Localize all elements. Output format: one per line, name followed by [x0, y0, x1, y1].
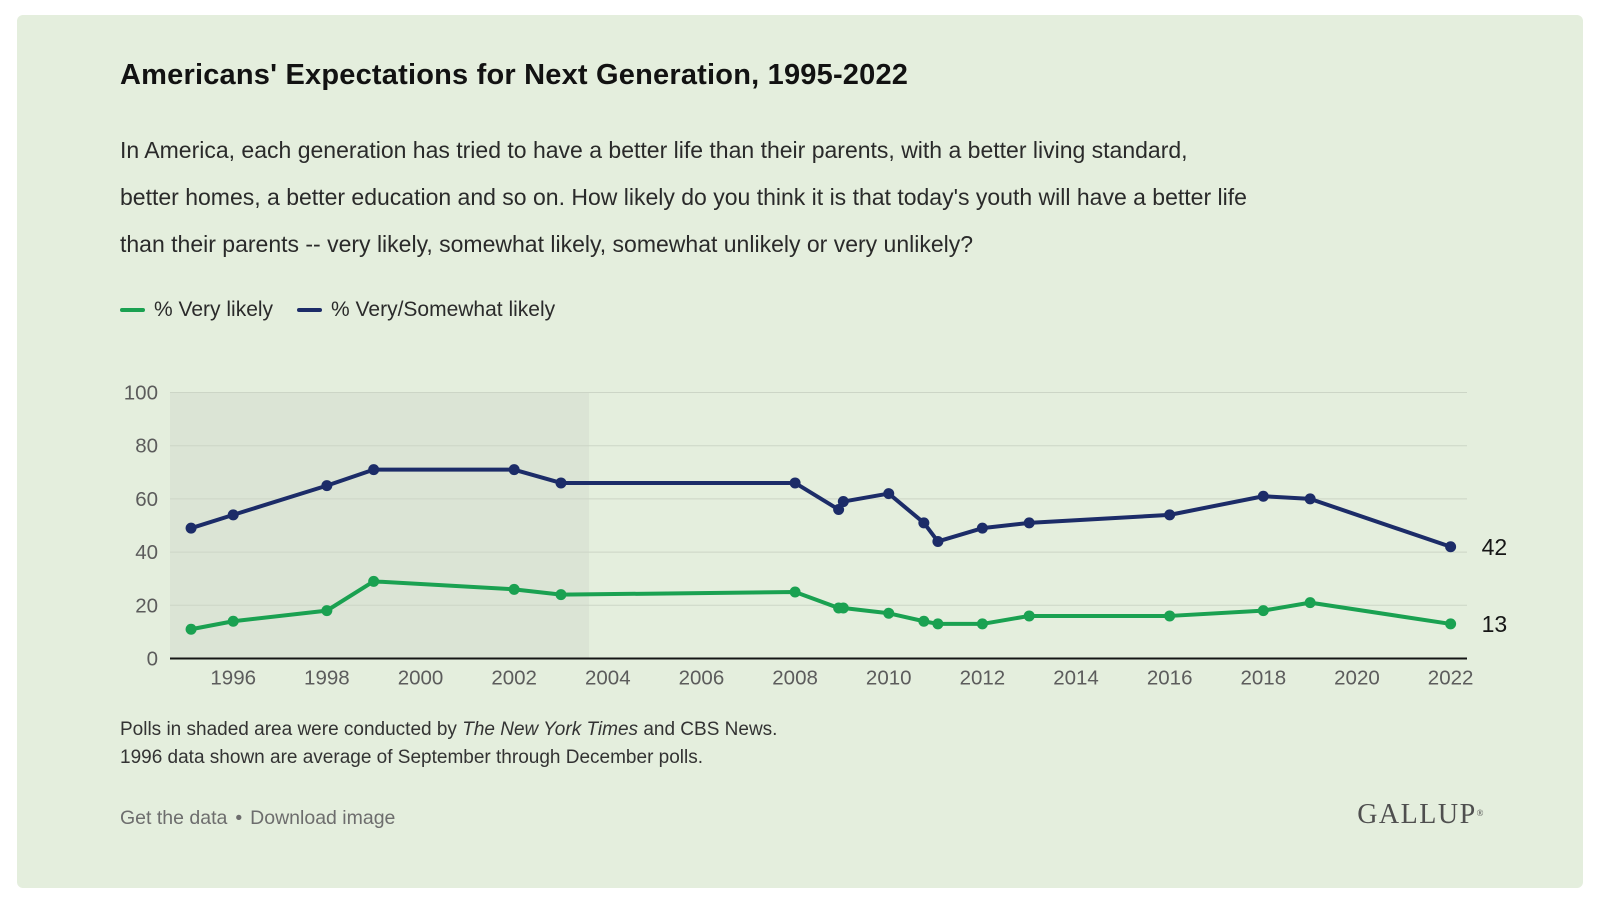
data-point-very-somewhat-likely[interactable]: [321, 480, 333, 492]
chart-subtitle: In America, each generation has tried to…: [120, 127, 1520, 268]
data-point-very-somewhat-likely[interactable]: [883, 488, 895, 500]
registered-mark: ®: [1476, 808, 1485, 818]
data-point-very-somewhat-likely[interactable]: [508, 464, 520, 476]
bullet-separator: •: [235, 807, 243, 829]
x-tick-label: 2022: [1428, 667, 1474, 690]
data-point-very-likely[interactable]: [321, 605, 333, 617]
x-tick-label: 2016: [1147, 667, 1193, 690]
chart-legend: % Very likely % Very/Somewhat likely: [120, 298, 555, 322]
data-point-very-somewhat-likely[interactable]: [976, 522, 988, 534]
data-point-very-likely[interactable]: [918, 615, 930, 627]
y-tick-label: 40: [135, 541, 158, 564]
nyt-italic: The New York Times: [462, 719, 639, 740]
subtitle-line-1: In America, each generation has tried to…: [120, 137, 1188, 163]
legend-swatch-navy: [297, 308, 323, 312]
end-value-label-very-somewhat-likely: 42: [1482, 534, 1508, 560]
data-point-very-somewhat-likely[interactable]: [833, 504, 845, 516]
y-tick-label: 80: [135, 435, 158, 458]
chart-title: Americans' Expectations for Next Generat…: [120, 59, 909, 91]
data-point-very-likely[interactable]: [555, 589, 567, 601]
y-tick-label: 0: [147, 648, 158, 671]
data-point-very-likely[interactable]: [1023, 610, 1035, 622]
x-tick-label: 1996: [210, 667, 256, 690]
get-the-data-link[interactable]: Get the data: [120, 807, 228, 829]
data-point-very-somewhat-likely[interactable]: [227, 509, 239, 521]
y-tick-label: 100: [124, 382, 158, 405]
x-tick-label: 2012: [960, 667, 1006, 690]
data-point-very-somewhat-likely[interactable]: [932, 535, 944, 547]
y-tick-label: 60: [135, 488, 158, 511]
data-point-very-likely[interactable]: [976, 618, 988, 630]
data-point-very-likely[interactable]: [932, 618, 944, 630]
legend-item-very-likely: % Very likely: [120, 298, 273, 322]
data-point-very-somewhat-likely[interactable]: [837, 496, 849, 508]
legend-swatch-green: [120, 308, 145, 312]
x-tick-label: 2002: [491, 667, 537, 690]
data-point-very-likely[interactable]: [368, 575, 380, 587]
x-tick-label: 2020: [1334, 667, 1380, 690]
data-point-very-somewhat-likely[interactable]: [1445, 541, 1457, 553]
download-image-link[interactable]: Download image: [250, 807, 396, 829]
end-value-label-very-likely: 13: [1482, 611, 1508, 637]
x-tick-label: 1998: [304, 667, 350, 690]
x-tick-label: 2000: [398, 667, 444, 690]
data-point-very-likely[interactable]: [1445, 618, 1457, 630]
data-point-very-somewhat-likely[interactable]: [1257, 490, 1269, 502]
data-point-very-likely[interactable]: [883, 607, 895, 619]
data-point-very-somewhat-likely[interactable]: [789, 477, 801, 489]
subtitle-line-2: better homes, a better education and so …: [120, 184, 1247, 210]
series-line-very-likely: [189, 579, 1453, 632]
nyt-cbs-shaded-region: [170, 392, 590, 659]
x-tick-label: 2004: [585, 667, 631, 690]
data-point-very-likely[interactable]: [837, 602, 849, 614]
data-point-very-somewhat-likely[interactable]: [918, 517, 930, 529]
subtitle-line-3: than their parents -- very likely, somew…: [120, 231, 974, 257]
footnote-line-2: 1996 data shown are average of September…: [120, 747, 704, 768]
legend-label-very-likely: % Very likely: [154, 298, 274, 321]
x-tick-label: 2018: [1241, 667, 1287, 690]
data-point-very-somewhat-likely[interactable]: [555, 477, 567, 489]
data-point-very-somewhat-likely[interactable]: [1164, 509, 1176, 521]
y-tick-label: 20: [135, 594, 158, 617]
data-point-very-likely[interactable]: [227, 615, 239, 627]
data-point-very-likely[interactable]: [1164, 610, 1176, 622]
data-point-very-likely[interactable]: [1304, 597, 1316, 609]
legend-label-very-somewhat-likely: % Very/Somewhat likely: [331, 298, 556, 321]
x-tick-label: 2010: [866, 667, 912, 690]
x-tick-label: 2006: [679, 667, 725, 690]
data-point-very-somewhat-likely[interactable]: [1023, 517, 1035, 529]
series-line-very-somewhat-likely: [189, 467, 1453, 549]
legend-item-very-somewhat-likely: % Very/Somewhat likely: [297, 298, 555, 322]
chart-actions: Get the data • Download image: [120, 807, 395, 830]
data-point-very-somewhat-likely[interactable]: [185, 522, 197, 534]
x-tick-label: 2014: [1053, 667, 1099, 690]
x-tick-label: 2008: [772, 667, 818, 690]
data-point-very-likely[interactable]: [789, 586, 801, 598]
gallup-logo: GALLUP®: [1357, 799, 1485, 830]
data-point-very-likely[interactable]: [185, 623, 197, 635]
chart-footnotes: Polls in shaded area were conducted by T…: [120, 719, 777, 775]
data-point-very-likely[interactable]: [508, 583, 520, 595]
data-point-very-somewhat-likely[interactable]: [1304, 493, 1316, 505]
footnote-line-1: Polls in shaded area were conducted by T…: [120, 719, 778, 740]
data-point-very-somewhat-likely[interactable]: [368, 464, 380, 476]
data-point-very-likely[interactable]: [1257, 605, 1269, 617]
